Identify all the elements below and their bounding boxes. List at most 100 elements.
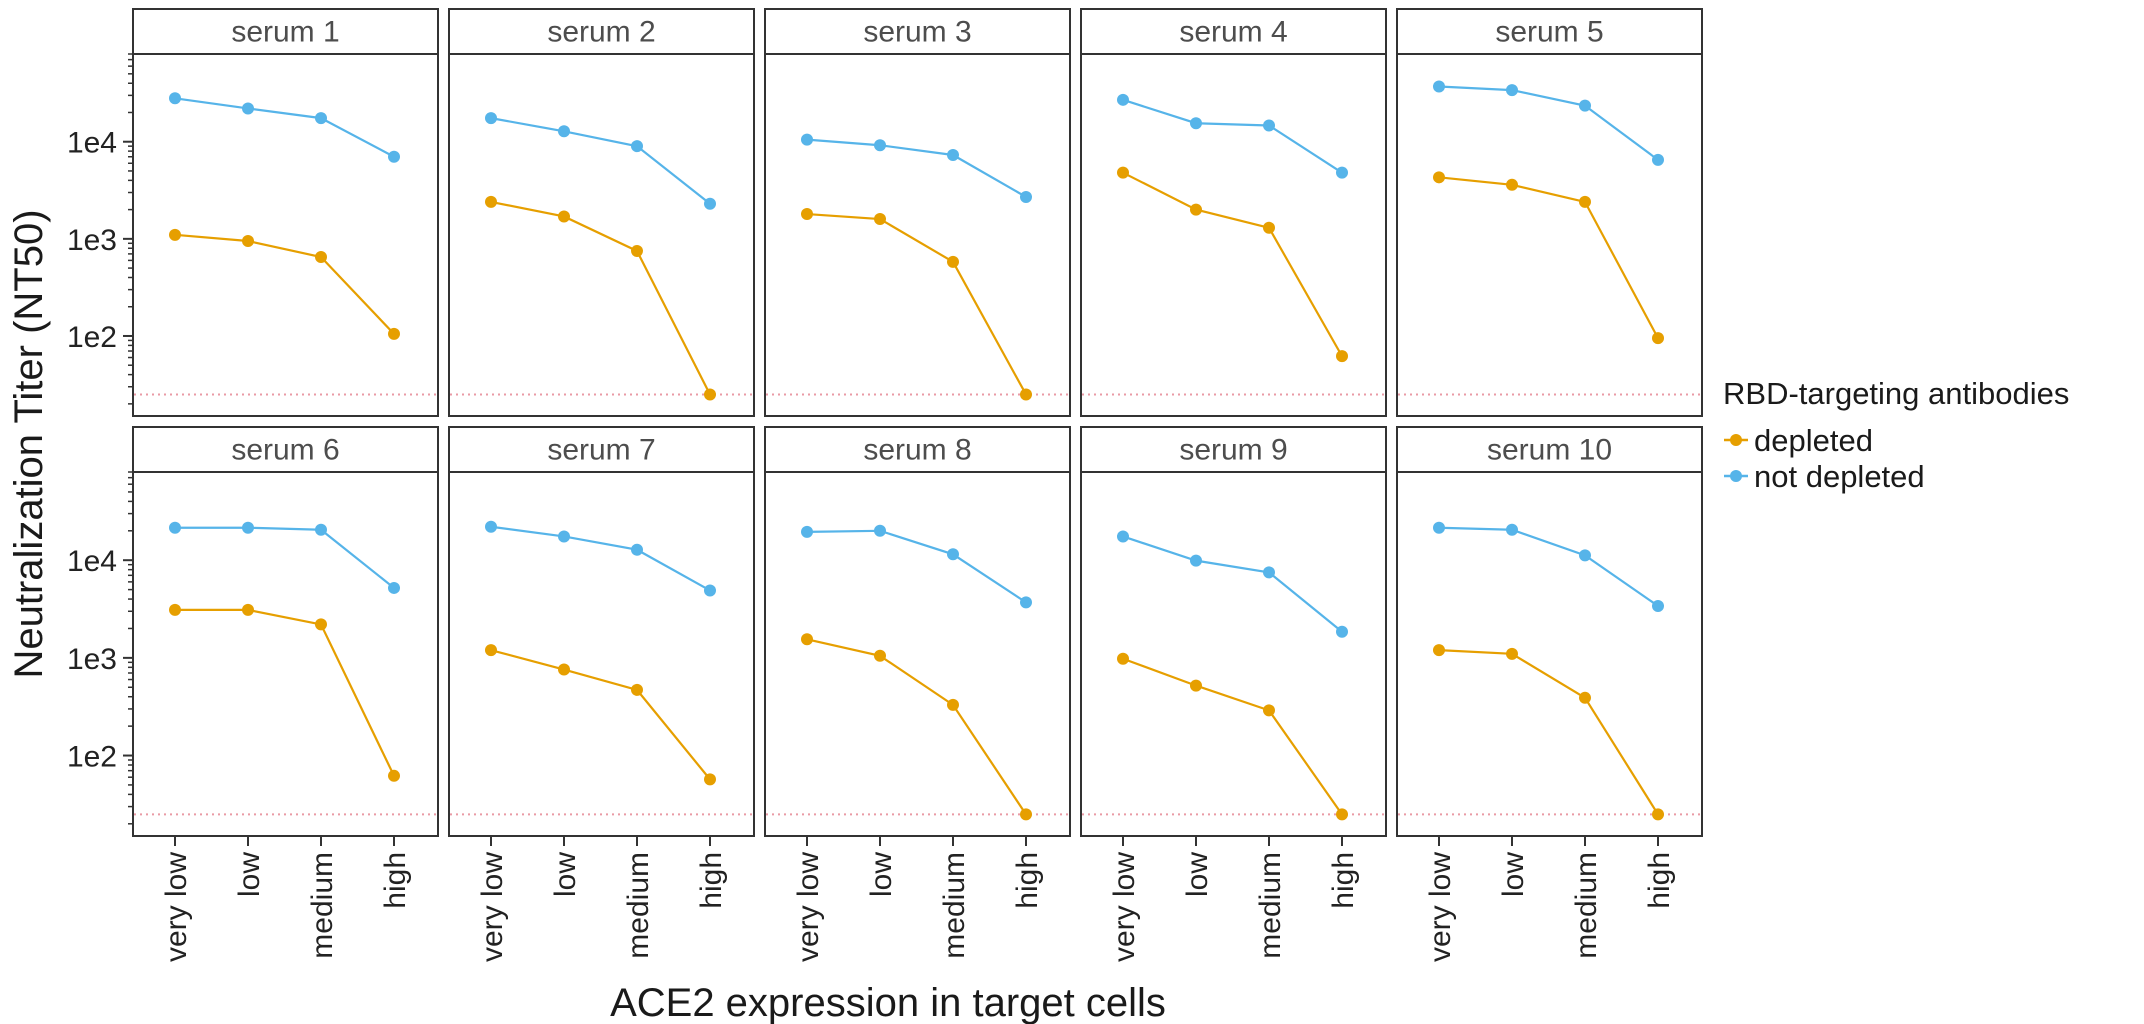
x-tick-label: medium: [1570, 852, 1603, 959]
data-point-depleted-low: [874, 213, 886, 226]
data-point-depleted-very-low: [485, 644, 497, 657]
data-point-depleted-low: [1506, 178, 1518, 191]
x-tick-label: very low: [1108, 852, 1141, 962]
facet-panel-6: serum 6 1e2 1e3 1e4 very low low medium high: [67, 426, 439, 962]
facet-panel-7: serum 7 very low low medium high: [448, 426, 755, 962]
x-tick-label: low: [549, 852, 582, 897]
x-tick-label: medium: [938, 852, 971, 959]
series-line-depleted: [490, 200, 711, 395]
series-line-depleted: [806, 638, 1027, 815]
series-line-depleted: [1438, 649, 1659, 815]
facet-title: serum 5: [1495, 16, 1603, 49]
x-axis: very low low medium high: [1108, 836, 1360, 962]
panel-border: [448, 471, 755, 837]
legend-label-depleted: depleted: [1754, 423, 1873, 458]
data-point-depleted-very-low: [485, 195, 497, 208]
data-point-depleted-very-low: [169, 228, 181, 241]
x-tick-label: low: [1497, 852, 1530, 897]
x-tick-label: medium: [306, 852, 339, 959]
data-point-depleted-medium: [631, 683, 643, 696]
data-point-not-depleted-low: [242, 521, 254, 534]
data-point-not-depleted-medium: [1579, 99, 1591, 112]
data-point-depleted-low: [1190, 203, 1202, 216]
series-line-not-depleted: [1122, 98, 1343, 174]
data-point-not-depleted-high: [704, 197, 716, 210]
x-axis: very low low medium high: [1424, 836, 1676, 962]
data-point-depleted-high: [1336, 808, 1348, 821]
data-point-not-depleted-high: [1652, 599, 1664, 612]
data-point-not-depleted-medium: [1579, 549, 1591, 562]
facet-title: serum 1: [231, 16, 339, 49]
series-line-not-depleted: [806, 138, 1027, 198]
data-point-depleted-high: [388, 769, 400, 782]
facet-panel-1: serum 1 1e2 1e3 1e4: [67, 8, 439, 417]
data-point-depleted-very-low: [1117, 652, 1129, 665]
x-tick-label: very low: [476, 852, 509, 962]
x-tick-label: medium: [622, 852, 655, 959]
data-point-not-depleted-low: [874, 524, 886, 537]
data-point-depleted-medium: [315, 251, 327, 264]
data-point-depleted-high: [1020, 388, 1032, 401]
series-line-depleted: [175, 608, 395, 777]
x-axis: very low low medium high: [160, 836, 412, 962]
data-point-not-depleted-very-low: [169, 521, 181, 534]
series-line-depleted: [1122, 657, 1343, 815]
data-point-not-depleted-high: [388, 581, 400, 594]
series-line-not-depleted: [175, 526, 395, 589]
data-point-not-depleted-low: [1190, 117, 1202, 130]
data-point-depleted-medium: [631, 244, 643, 257]
series-line-not-depleted: [174, 97, 395, 158]
x-tick-label: very low: [792, 852, 825, 962]
data-point-not-depleted-very-low: [801, 525, 813, 538]
data-point-not-depleted-medium: [315, 523, 327, 536]
data-point-depleted-high: [1020, 808, 1032, 821]
facet-title: serum 6: [231, 434, 339, 467]
panel-border: [764, 471, 1071, 837]
data-point-not-depleted-high: [1020, 596, 1032, 609]
data-point-depleted-very-low: [1433, 171, 1445, 184]
data-point-not-depleted-very-low: [1117, 93, 1129, 106]
y-tick-label: 1e4: [67, 127, 117, 160]
data-point-depleted-high: [1652, 808, 1664, 821]
legend-key-not-depleted: [1724, 470, 1748, 482]
facet-title: serum 2: [547, 16, 655, 49]
x-tick-label: high: [379, 852, 412, 909]
x-tick-label: very low: [160, 852, 193, 962]
facet-strip: [448, 426, 755, 473]
data-point-not-depleted-low: [1506, 84, 1518, 97]
data-point-not-depleted-medium: [947, 148, 959, 161]
legend-title: RBD-targeting antibodies: [1723, 376, 2069, 411]
series-line-not-depleted: [806, 529, 1027, 604]
panel-border: [1080, 471, 1387, 837]
data-point-not-depleted-low: [1506, 523, 1518, 536]
x-tick-label: low: [1181, 852, 1214, 897]
panel-border: [1396, 53, 1703, 417]
facet-panel-10: serum 10 very low low medium high: [1396, 426, 1703, 962]
data-point-not-depleted-very-low: [1433, 80, 1445, 93]
data-point-not-depleted-very-low: [485, 112, 497, 125]
facet-strip: [764, 426, 1071, 473]
data-point-not-depleted-low: [242, 102, 254, 115]
data-point-depleted-very-low: [1117, 166, 1129, 179]
y-tick-label: 1e3: [67, 224, 117, 257]
x-tick-label: high: [1327, 852, 1360, 909]
legend-key-depleted: [1724, 434, 1748, 446]
data-point-not-depleted-high: [704, 584, 716, 597]
series-line-depleted: [806, 212, 1027, 395]
data-point-depleted-low: [1506, 647, 1518, 660]
data-point-not-depleted-medium: [1263, 119, 1275, 132]
data-point-depleted-low: [242, 235, 254, 248]
x-tick-label: low: [233, 852, 266, 897]
series-line-depleted: [174, 233, 395, 335]
facet-strip: [448, 8, 755, 55]
x-tick-label: high: [695, 852, 728, 909]
facet-title: serum 9: [1179, 434, 1287, 467]
facet-panel-2: serum 2: [448, 8, 755, 417]
facet-panel-4: serum 4: [1080, 8, 1387, 417]
x-axis: very low low medium high: [476, 836, 728, 962]
data-point-not-depleted-very-low: [801, 133, 813, 146]
x-tick-label: very low: [1424, 852, 1457, 962]
facet-strip: [132, 426, 439, 473]
facet-panel-9: serum 9 very low low medium high: [1080, 426, 1387, 962]
data-point-not-depleted-very-low: [485, 520, 497, 533]
